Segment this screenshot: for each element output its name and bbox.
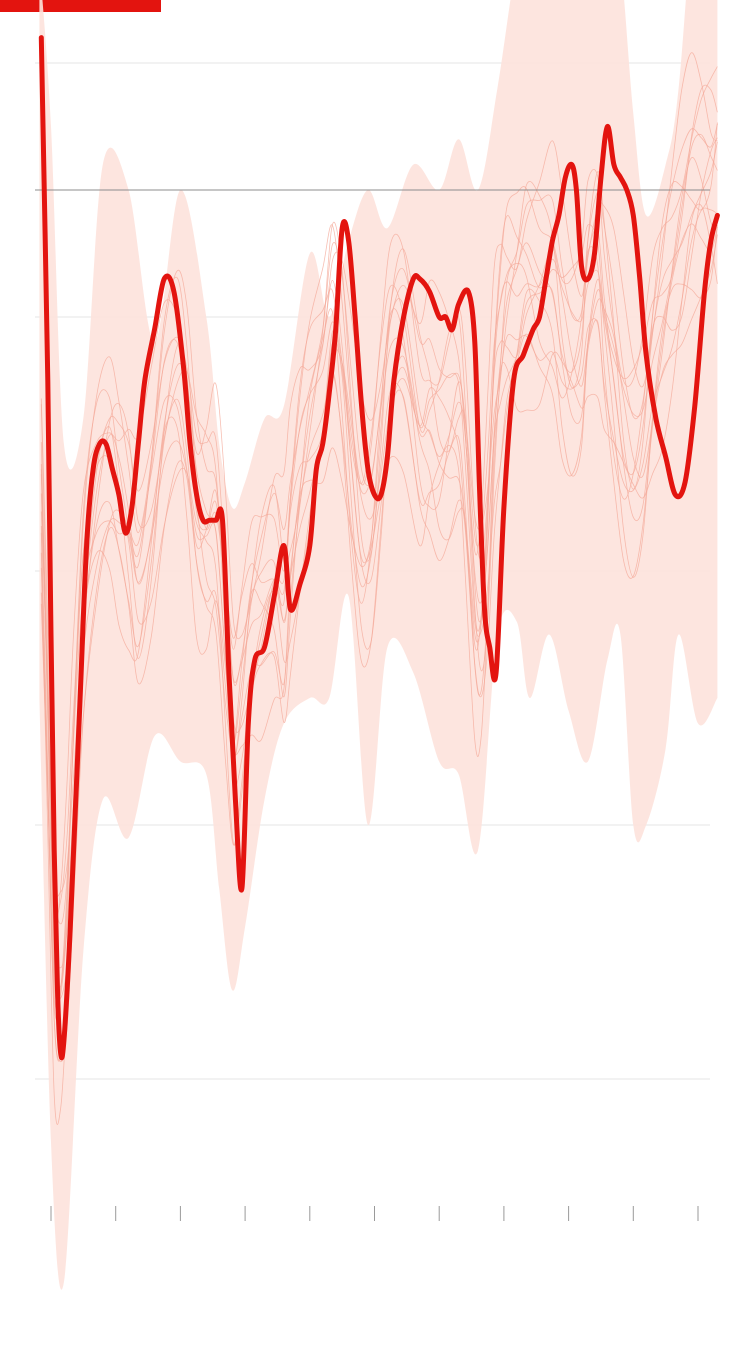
ensemble-line-13	[40, 52, 718, 925]
uncertainty-band	[39, 0, 718, 1290]
ensemble-line-1	[40, 203, 718, 1125]
ensemble-line-9	[40, 122, 718, 897]
ensemble-line-12	[40, 66, 718, 925]
ensemble-line-4	[40, 223, 718, 1012]
ensemble-line-3	[40, 207, 718, 1062]
ensemble-line-11	[40, 123, 718, 916]
ensemble-line-5	[40, 137, 718, 1037]
ensemble-line-2	[40, 225, 718, 1005]
highlight-series-line	[38, 35, 720, 1061]
